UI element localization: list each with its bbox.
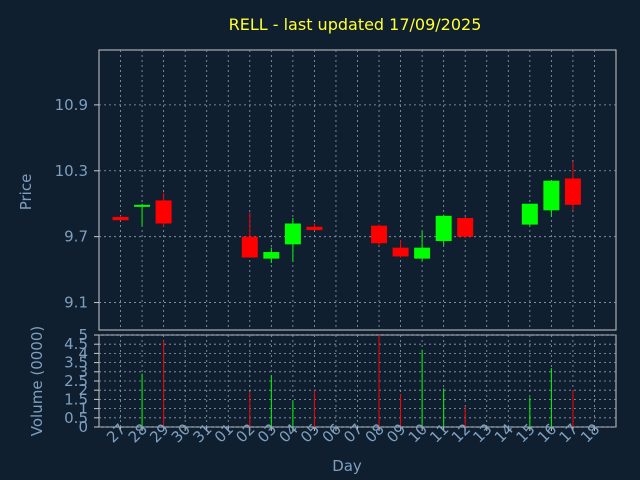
candle-body [371,225,388,244]
candle-body [241,236,258,258]
candle-body [284,223,301,245]
volume-tick-label: 0 [78,418,88,436]
volume-tick-label: 3.5 [64,354,88,372]
x-axis-label: Day [332,457,362,475]
volume-axis-label: Volume (0000) [28,326,46,436]
volume-tick-label: 2.5 [64,372,88,390]
price-tick-label: 9.7 [64,228,88,246]
candle-body [435,215,452,242]
price-tick-label: 9.1 [64,294,88,312]
chart-title: RELL - last updated 17/09/2025 [229,15,482,34]
candle-body [112,216,129,221]
volume-tick-label: 5 [78,326,88,344]
price-panel: 9.1 9.7 10.3 10.9 [55,49,617,331]
volume-tick-label: 4 [78,344,88,362]
volume-tick-label: 3 [78,363,88,381]
candle-body [306,226,323,231]
candle-body [414,247,431,259]
price-tick-label: 10.9 [55,96,88,114]
price-axis-label: Price [17,174,35,211]
price-tick-label: 10.3 [55,162,88,180]
volume-panel: 00.511.522.533.544.55 [64,326,617,436]
volume-tick-label: 2 [78,381,88,399]
candle-body [263,252,280,259]
candle-body [457,218,474,237]
candle-body [521,203,538,225]
candle-body [134,204,151,207]
candle-body [564,178,581,205]
volume-tick-label: 4.5 [64,335,88,353]
candle-body [392,247,409,257]
candle-body [155,200,172,224]
candle-body [543,180,560,211]
x-axis-ticks: 2728293031010203040506070809101112131415… [103,420,603,446]
volume-tick-label: 1.5 [64,390,88,408]
volume-tick-label: 0.5 [64,409,88,427]
volume-tick-label: 1 [78,400,88,418]
